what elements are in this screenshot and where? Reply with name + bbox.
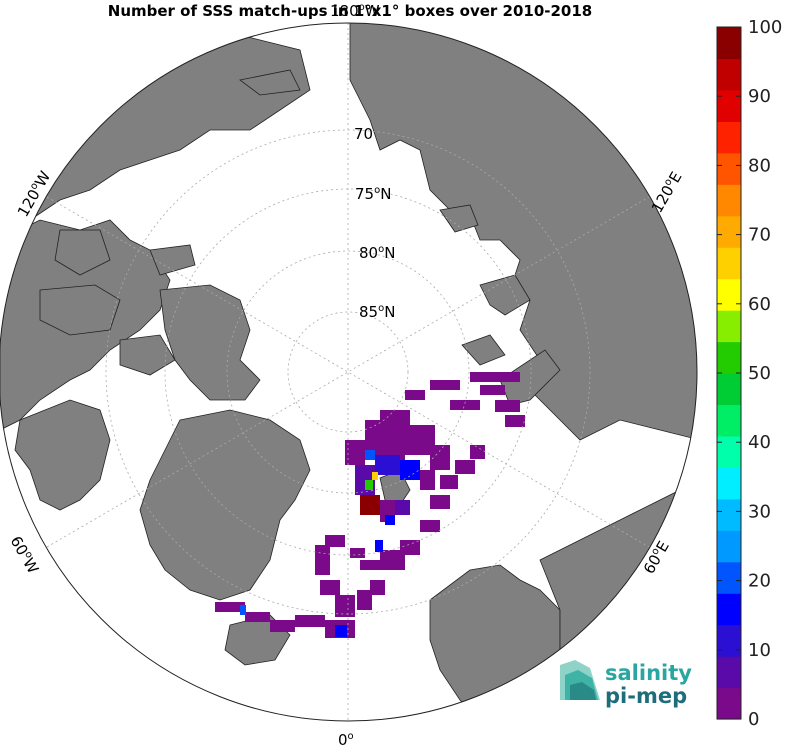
victoria-island — [39, 284, 121, 336]
lat-label-75: 75oN — [355, 185, 391, 203]
colorbar-segment — [717, 58, 741, 91]
colorbar-segment — [717, 215, 741, 248]
lat-label-80: 80oN — [359, 244, 395, 262]
parry-islands — [149, 244, 196, 276]
colorbar-tick-label: 70 — [748, 225, 771, 246]
cell-blue-3 — [375, 540, 383, 552]
colorbar-tick-label: 20 — [748, 571, 771, 592]
colorbar-segment — [717, 687, 741, 720]
devon-island — [119, 334, 176, 376]
colorbar-segment — [717, 404, 741, 437]
severnaya-zemlya — [479, 274, 531, 316]
logo-text-pi-mep: pi-mep — [605, 684, 687, 708]
colorbar-segment — [717, 278, 741, 311]
lon-label-bottom: 0o — [338, 731, 354, 747]
colorbar-tick-label: 50 — [748, 363, 771, 384]
colorbar-tick-label: 60 — [748, 294, 771, 315]
colorbar-segment — [717, 373, 741, 406]
baffin-island — [14, 399, 111, 511]
colorbar-ticks: 0 10 20 30 40 50 60 70 80 90 100 — [717, 17, 782, 730]
colorbar-tick-label: 90 — [748, 86, 771, 107]
colorbar-segment — [717, 656, 741, 689]
colorbar-segment — [717, 341, 741, 374]
colorbar-segment — [717, 121, 741, 154]
colorbar-segment — [717, 27, 741, 60]
colorbar-tick-label: 0 — [748, 709, 759, 730]
graticule — [46, 23, 650, 721]
wrangel-island — [239, 69, 301, 96]
colorbar-segment — [717, 247, 741, 280]
lat-label-85: 85oN — [359, 303, 395, 321]
colorbar-segment — [717, 593, 741, 626]
colorbar-segment — [717, 89, 741, 122]
logo-text-salinity: salinity — [605, 661, 692, 685]
cell-blue-1 — [335, 625, 347, 637]
colorbar-segment — [717, 152, 741, 185]
new-siberian-islands — [439, 204, 479, 233]
matchup-cells — [215, 372, 525, 638]
colorbar-tick-label: 100 — [748, 17, 782, 38]
colorbar-segment — [717, 530, 741, 563]
cell-blue-2 — [240, 605, 246, 615]
colorbar-segment — [717, 435, 741, 468]
colorbar-segment — [717, 467, 741, 500]
salinity-pi-mep-logo: salinity pi-mep — [560, 660, 692, 708]
colorbar-segment — [717, 310, 741, 343]
lon-label-top: 180oW — [330, 2, 380, 20]
colorbar-tick-label: 40 — [748, 432, 771, 453]
cells-barents-track — [405, 372, 525, 532]
colorbar-tick-label: 10 — [748, 640, 771, 661]
colorbar-segment — [717, 624, 741, 657]
greenland — [139, 409, 311, 601]
colorbar-segment — [717, 184, 741, 217]
map-border — [0, 22, 698, 722]
colorbar-tick-label: 80 — [748, 155, 771, 176]
colorbar: 0 10 20 30 40 50 60 70 80 90 100 — [716, 17, 782, 730]
colorbar-segments — [717, 27, 741, 720]
colorbar-tick-label: 30 — [748, 501, 771, 522]
colorbar-segment — [717, 498, 741, 531]
ellesmere-island — [159, 284, 261, 401]
cells-fram-cluster — [345, 410, 450, 525]
lon-label-lower-left: 60oW — [7, 533, 43, 577]
banks-island — [54, 229, 111, 276]
colorbar-segment — [717, 561, 741, 594]
lon-label-right: 120oE — [648, 169, 686, 216]
map-title: Number of SSS match-ups in 1°x1° boxes o… — [107, 2, 593, 20]
lat-label-70: 70 — [354, 125, 373, 143]
franz-josef-land — [461, 334, 506, 366]
